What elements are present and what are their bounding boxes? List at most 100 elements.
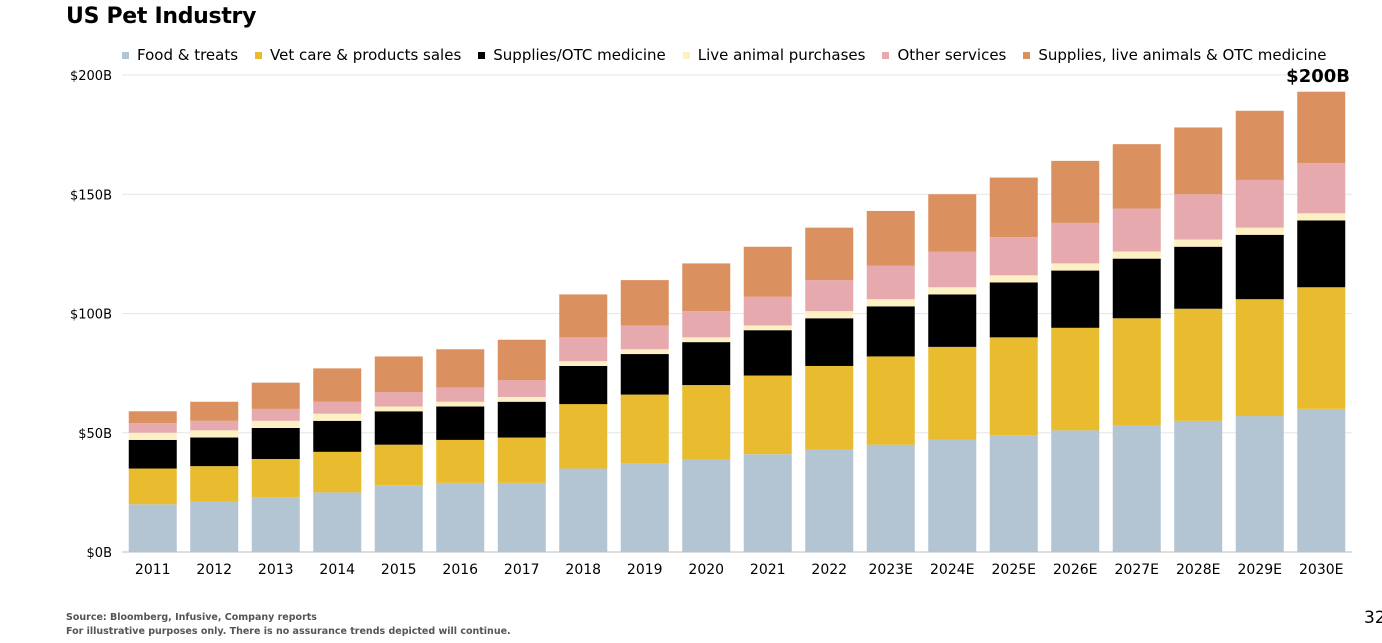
bar-segment-food-treats — [128, 504, 177, 552]
bar-segment-vet-care-products-sales — [1174, 308, 1223, 421]
legend-label: Supplies, live animals & OTC medicine — [1038, 46, 1327, 64]
bar-segment-vet-care-products-sales — [190, 466, 239, 502]
bar-segment-supplies-live-animals-otc-medicine — [1051, 160, 1100, 223]
disclaimer-note: For illustrative purposes only. There is… — [66, 626, 511, 637]
bar-segment-vet-care-products-sales — [313, 451, 362, 493]
x-tick-label: 2021 — [750, 562, 786, 578]
legend-item-live-animal-purchases: Live animal purchases — [682, 45, 866, 65]
legend-swatch — [478, 51, 486, 59]
bar-segment-vet-care-products-sales — [436, 439, 485, 483]
x-tick-label: 2022 — [811, 562, 847, 578]
x-tick-label: 2017 — [504, 562, 540, 578]
stacked-bar-chart: $0B $50B $100B $150B $200B 2011 2012 2013 2014 20… — [70, 66, 1352, 578]
bar-segment-supplies-otc-medicine — [1235, 234, 1284, 300]
x-tick-label: 2020 — [688, 562, 724, 578]
x-tick-label: 2018 — [565, 562, 601, 578]
bar-segment-supplies-live-animals-otc-medicine — [743, 246, 792, 297]
legend-item-food-treats: Food & treats — [122, 45, 238, 65]
bar-segment-supplies-otc-medicine — [682, 342, 731, 386]
page-number: 32 — [1364, 608, 1382, 628]
bar-segment-supplies-live-animals-otc-medicine — [866, 210, 915, 266]
bar-segment-live-animal-purchases — [497, 396, 546, 402]
source-note: Source: Bloomberg, Infusive, Company rep… — [66, 612, 317, 623]
bar-segment-supplies-live-animals-otc-medicine — [805, 227, 854, 281]
bar-segment-supplies-otc-medicine — [989, 282, 1038, 338]
legend-swatch — [122, 51, 129, 59]
bar-segment-live-animal-purchases — [436, 401, 485, 407]
bar-segment-vet-care-products-sales — [866, 356, 915, 445]
bar-segment-food-treats — [743, 454, 792, 552]
bar-segment-supplies-otc-medicine — [128, 439, 177, 469]
bar-segment-supplies-live-animals-otc-medicine — [251, 382, 300, 409]
bar-segment-live-animal-purchases — [805, 311, 854, 319]
legend-label: Food & treats — [137, 46, 239, 64]
legend-label: Live animal purchases — [697, 46, 866, 64]
y-tick-label: $150B — [70, 188, 112, 203]
bar-segment-food-treats — [313, 492, 362, 552]
bar-segment-vet-care-products-sales — [374, 444, 423, 486]
bar-segment-other-services — [866, 265, 915, 300]
bar-segment-supplies-live-animals-otc-medicine — [989, 177, 1038, 238]
bar-segment-food-treats — [682, 458, 731, 552]
bar-segment-supplies-live-animals-otc-medicine — [190, 401, 239, 421]
bar-segment-other-services — [190, 420, 239, 431]
x-tick-label: 2012 — [196, 562, 232, 578]
x-tick-label: 2029E — [1238, 562, 1282, 578]
bar-segment-live-animal-purchases — [251, 420, 300, 428]
bar-segment-supplies-otc-medicine — [190, 437, 239, 467]
bar-segment-supplies-live-animals-otc-medicine — [374, 356, 423, 393]
legend-item-supplies-otc-medicine: Supplies/OTC medicine — [478, 45, 666, 65]
bar-segment-live-animal-purchases — [559, 361, 608, 366]
bar-segment-supplies-live-animals-otc-medicine — [1235, 110, 1284, 180]
bar-segment-supplies-live-animals-otc-medicine — [1297, 91, 1346, 164]
bar-segment-supplies-otc-medicine — [1297, 220, 1346, 288]
bar-segment-other-services — [1235, 179, 1284, 228]
bar-segment-vet-care-products-sales — [1235, 299, 1284, 417]
bar-segment-supplies-live-animals-otc-medicine — [1174, 127, 1223, 195]
bar-segment-live-animal-purchases — [313, 413, 362, 421]
bar-segment-live-animal-purchases — [1112, 251, 1161, 259]
bar-segment-supplies-otc-medicine — [928, 294, 977, 347]
bar-segment-live-animal-purchases — [1174, 239, 1223, 247]
bar-segment-other-services — [559, 337, 608, 362]
bar-segment-vet-care-products-sales — [805, 365, 854, 450]
bar-segment-supplies-otc-medicine — [497, 401, 546, 438]
legend-swatch — [255, 51, 263, 59]
bar-segment-supplies-otc-medicine — [866, 306, 915, 357]
y-tick-label: $0B — [87, 546, 112, 561]
bar-segment-other-services — [313, 401, 362, 414]
bar-segment-other-services — [928, 251, 977, 288]
bar-segment-other-services — [1112, 208, 1161, 252]
bar-segment-other-services — [620, 325, 669, 350]
bar-segment-live-animal-purchases — [743, 325, 792, 331]
bar-segment-live-animal-purchases — [989, 275, 1038, 283]
bar-segment-supplies-live-animals-otc-medicine — [682, 263, 731, 312]
bar-segment-supplies-live-animals-otc-medicine — [436, 349, 485, 388]
bar-segment-supplies-live-animals-otc-medicine — [620, 280, 669, 326]
bar-segment-other-services — [128, 423, 177, 433]
bar-segment-food-treats — [989, 435, 1038, 552]
legend-label: Other services — [897, 46, 1007, 64]
total-callout: $200B — [1286, 66, 1350, 87]
bar-segment-food-treats — [251, 497, 300, 552]
bar-segment-live-animal-purchases — [1297, 213, 1346, 221]
legend-swatch — [682, 51, 690, 59]
bar-segment-live-animal-purchases — [682, 337, 731, 343]
x-tick-label: 2024E — [930, 562, 974, 578]
bar-segment-live-animal-purchases — [620, 349, 669, 355]
bar-segment-vet-care-products-sales — [1051, 327, 1100, 431]
x-tick-label: 2026E — [1053, 562, 1097, 578]
bar-segment-other-services — [1297, 163, 1346, 214]
bar-segment-live-animal-purchases — [190, 430, 239, 438]
x-tick-label: 2025E — [992, 562, 1036, 578]
bar-segment-live-animal-purchases — [374, 406, 423, 412]
bar-segment-supplies-otc-medicine — [436, 406, 485, 440]
bar-segment-food-treats — [866, 444, 915, 552]
x-tick-label: 2013 — [258, 562, 294, 578]
bar-segment-supplies-otc-medicine — [620, 354, 669, 395]
bar-segment-food-treats — [559, 468, 608, 552]
bar-segment-live-animal-purchases — [1051, 263, 1100, 271]
bar-segment-vet-care-products-sales — [1297, 287, 1346, 409]
bar-segment-supplies-otc-medicine — [313, 420, 362, 452]
x-tick-label: 2027E — [1115, 562, 1159, 578]
